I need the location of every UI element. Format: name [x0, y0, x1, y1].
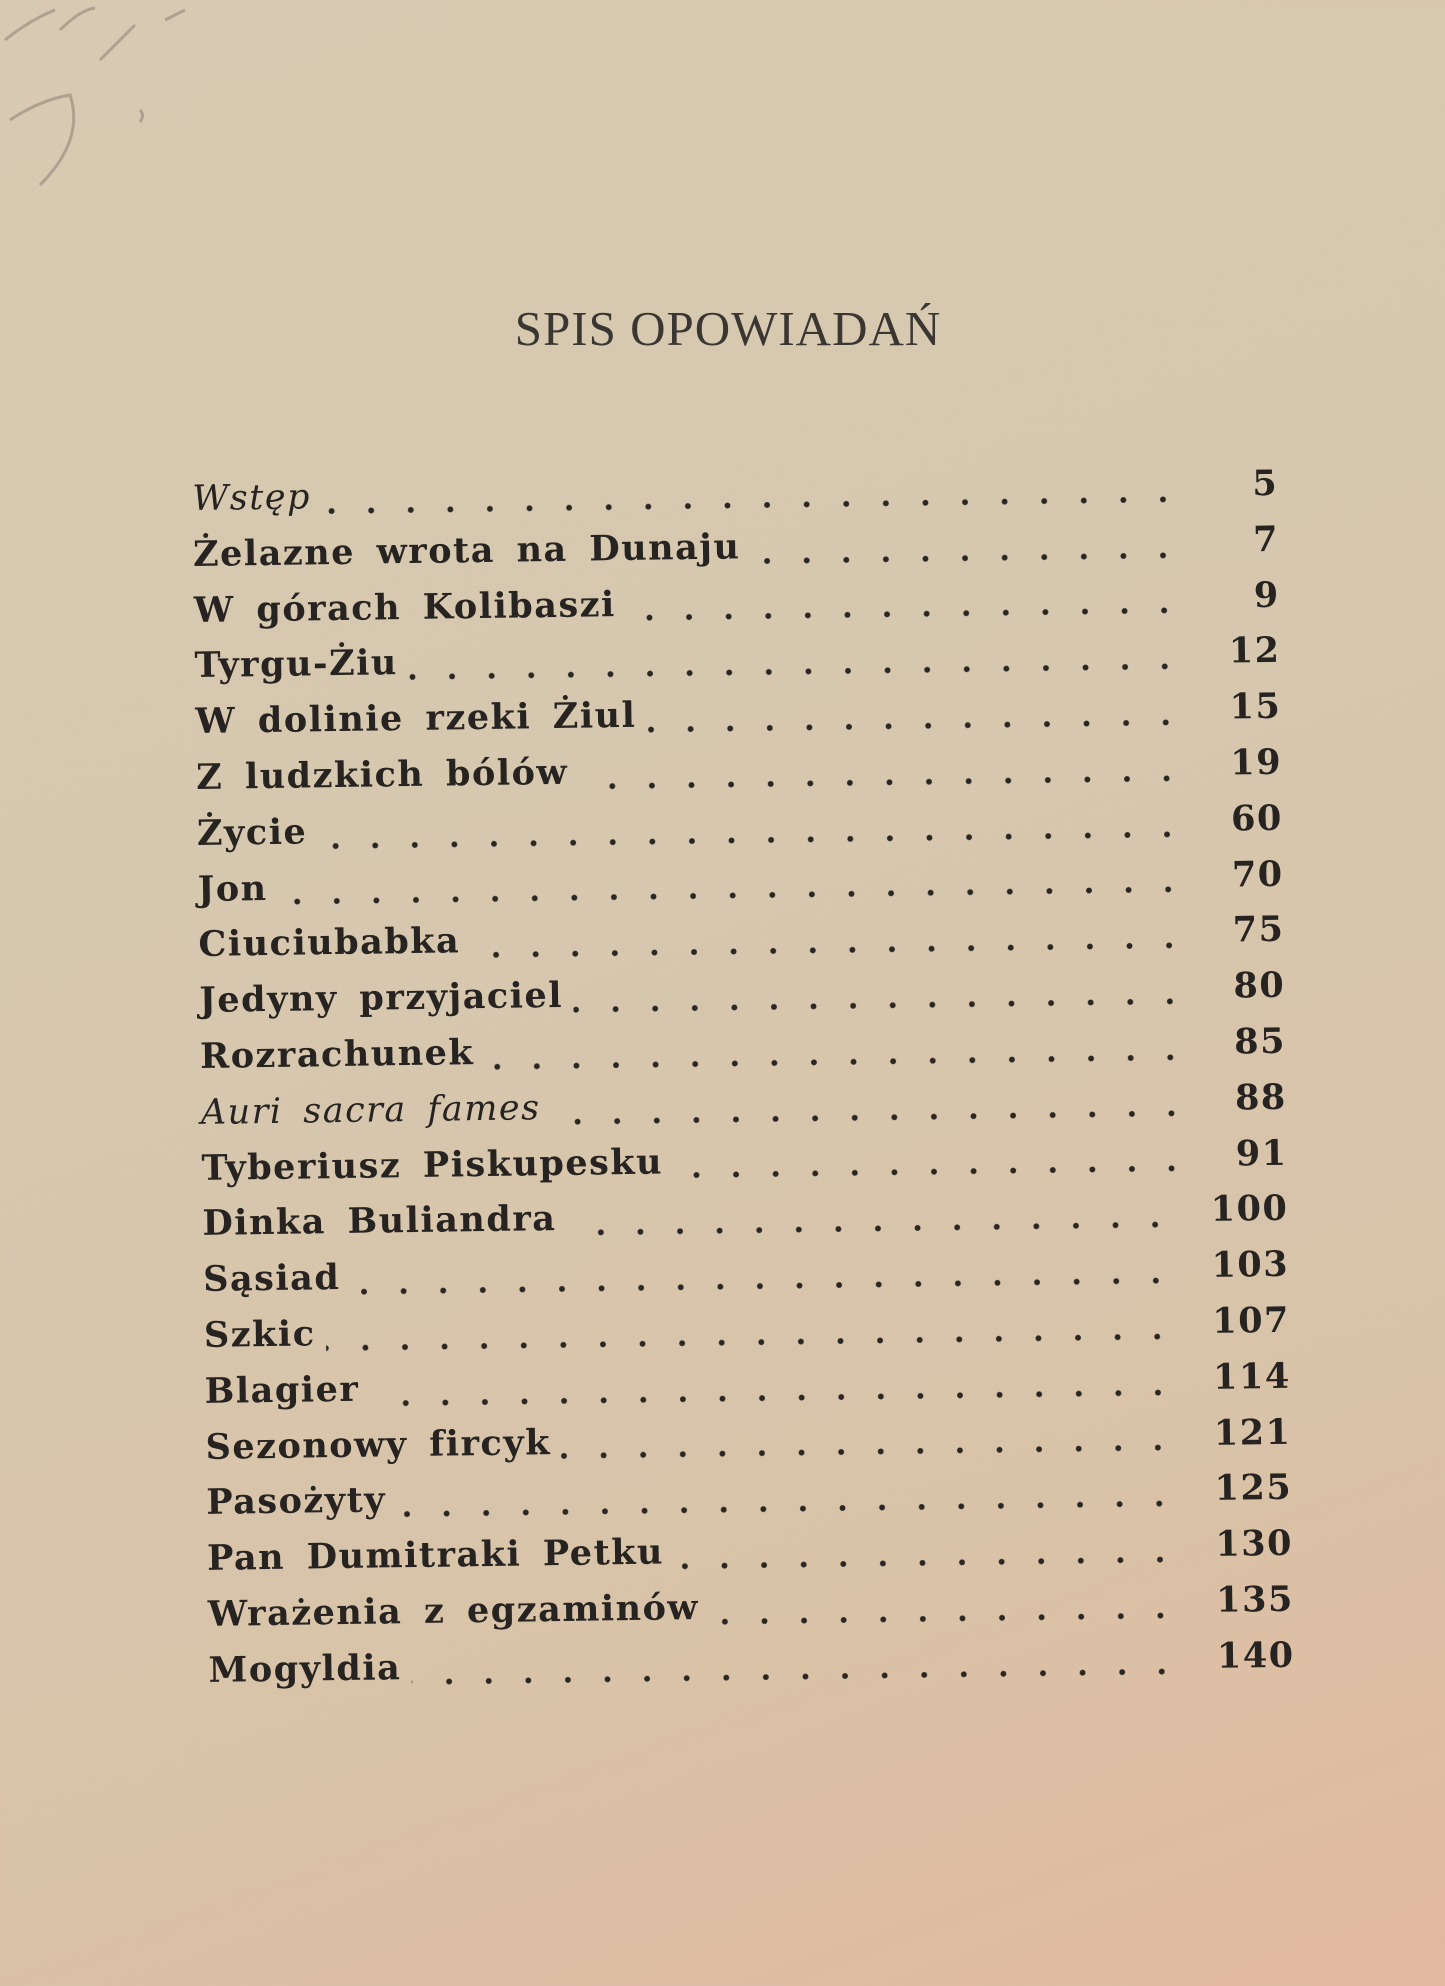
entry-page-number: 80 [1233, 964, 1286, 1007]
entry-title: Pan Dumitraki Petku [206, 1531, 665, 1580]
dot-leader [709, 1610, 1181, 1627]
entry-page-number: 125 [1214, 1467, 1293, 1510]
entry-page-number: 130 [1215, 1522, 1294, 1565]
entry-title: Szkic [203, 1313, 316, 1356]
entry-title: Wstęp [192, 477, 312, 519]
page-title: SPIS OPOWIADAŃ [514, 301, 942, 356]
entry-title: Tyberiusz Piskupesku [201, 1141, 664, 1189]
entry-title: Auri sacra fames [200, 1087, 541, 1133]
entry-page-number: 5 [1252, 462, 1279, 505]
dot-leader [317, 828, 1188, 851]
dot-leader [561, 1442, 1179, 1462]
dot-leader [566, 1219, 1176, 1239]
entry-page-number: 140 [1216, 1634, 1295, 1677]
dot-leader [407, 661, 1185, 683]
dot-leader [646, 717, 1186, 735]
entry-page-number: 100 [1210, 1188, 1289, 1231]
entry-page-number: 114 [1212, 1355, 1291, 1398]
entry-page-number: 15 [1229, 686, 1282, 728]
dot-leader [573, 996, 1190, 1015]
entry-title: W górach Kolibaszi [193, 583, 617, 631]
entry-page-number: 70 [1231, 853, 1284, 896]
entry-title: Dinka Buliandra [202, 1198, 557, 1245]
entry-title: Tyrgu-Żiu [194, 642, 399, 687]
entry-title: Pasożyty [206, 1479, 387, 1524]
dot-leader [277, 884, 1188, 908]
entry-title: Sezonowy fircyk [205, 1421, 552, 1468]
entry-page-number: 60 [1230, 797, 1284, 840]
dot-leader [350, 1275, 1176, 1297]
dot-leader [625, 605, 1185, 624]
entry-page-number: 91 [1235, 1132, 1288, 1175]
dot-leader [369, 1386, 1178, 1409]
entry-page-number: 7 [1252, 518, 1280, 560]
pencil-annotation [4, 6, 186, 187]
entry-title: Sąsiad [202, 1257, 341, 1301]
entry-page-number: 12 [1228, 630, 1281, 672]
dot-leader [470, 940, 1189, 961]
dot-leader [325, 1331, 1177, 1354]
dot-leader [578, 773, 1187, 792]
dot-leader [411, 1665, 1182, 1687]
entry-title: Życie [196, 811, 308, 854]
dot-leader [674, 1554, 1180, 1572]
dot-leader [484, 1051, 1191, 1072]
dot-leader [750, 549, 1184, 566]
dot-leader [396, 1498, 1179, 1520]
entry-page-number: 107 [1212, 1299, 1291, 1342]
entry-title: Mogyldia [208, 1646, 402, 1691]
entry-title: Rozrachunek [199, 1032, 475, 1077]
entry-page-number: 135 [1215, 1578, 1295, 1621]
entry-page-number: 19 [1230, 741, 1283, 784]
entry-title: W dolinie rzeki Żiul [195, 695, 637, 743]
entry-page-number: 75 [1232, 909, 1285, 951]
entry-page-number: 103 [1211, 1243, 1290, 1286]
dot-leader [550, 1107, 1192, 1127]
entry-page-number: 85 [1233, 1020, 1287, 1063]
entry-title: Żelazne wrota na Dunaju [192, 526, 741, 575]
entry-title: Ciuciubabka [198, 920, 461, 966]
entry-title: Z ludzkich bólów [195, 751, 569, 798]
entry-title: Wrażenia z egzaminów [207, 1586, 700, 1635]
entry-page-number: 88 [1234, 1076, 1288, 1119]
entry-title: Blagier [204, 1368, 360, 1412]
entry-title: Jon [197, 867, 268, 910]
table-of-contents: Wstęp 5 Żelazne wrota na Dunaju 7 W górach K… [192, 463, 1295, 1706]
dot-leader [321, 494, 1183, 517]
entry-title: Jedyny przyjaciel [199, 975, 564, 1022]
entry-page-number: 9 [1253, 574, 1281, 616]
dot-leader [673, 1163, 1192, 1181]
entry-page-number: 121 [1213, 1411, 1292, 1454]
